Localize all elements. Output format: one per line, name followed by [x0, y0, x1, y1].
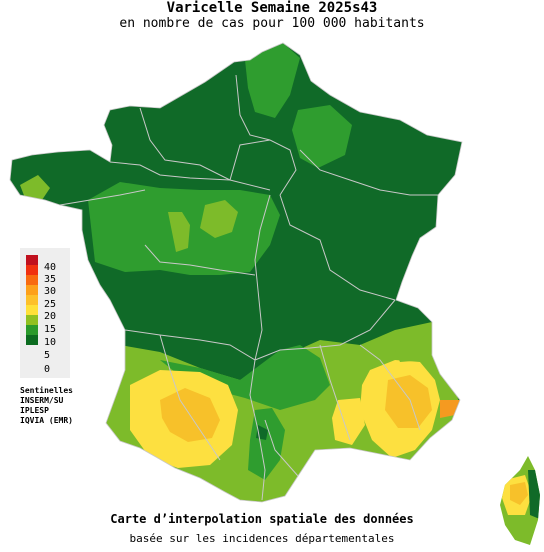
source-line: IPLESP: [20, 406, 49, 415]
data-sources: Sentinelles INSERM/SU IPLESP IQVIA (EMR): [20, 386, 73, 426]
legend-swatch: [26, 295, 38, 305]
legend-label: 0: [44, 364, 51, 375]
legend-swatch: [26, 315, 38, 325]
map-subtitle: en nombre de cas pour 100 000 habitants: [119, 16, 425, 31]
source-line: IQVIA (EMR): [20, 416, 73, 425]
legend-label: 25: [44, 299, 57, 310]
legend-label: 35: [44, 274, 57, 285]
map-title: Varicelle Semaine 2025s43: [166, 0, 378, 16]
legend-swatch: [26, 325, 38, 335]
legend-swatch: [26, 265, 38, 275]
legend-swatch: [26, 305, 38, 315]
legend-swatch: [26, 285, 38, 295]
legend-label: 40: [44, 262, 57, 273]
source-line: Sentinelles: [20, 386, 73, 395]
legend-label: 15: [44, 324, 57, 335]
footer-subtitle: basée sur les incidences départementales: [129, 532, 395, 545]
france-outline: [9, 42, 463, 503]
corsica-map: [500, 456, 540, 545]
legend-swatch: [26, 255, 38, 265]
footer-title: Carte d’interpolation spatiale des donné…: [110, 512, 414, 526]
color-legend: 40 35 30 25 20 15 10 5 0: [20, 248, 70, 378]
legend-label: 10: [44, 337, 57, 348]
legend-label: 5: [44, 350, 51, 361]
source-line: INSERM/SU: [20, 396, 64, 405]
legend-swatch: [26, 275, 38, 285]
legend-label: 20: [44, 311, 57, 322]
legend-swatch: [26, 335, 38, 345]
legend-label: 30: [44, 286, 57, 297]
